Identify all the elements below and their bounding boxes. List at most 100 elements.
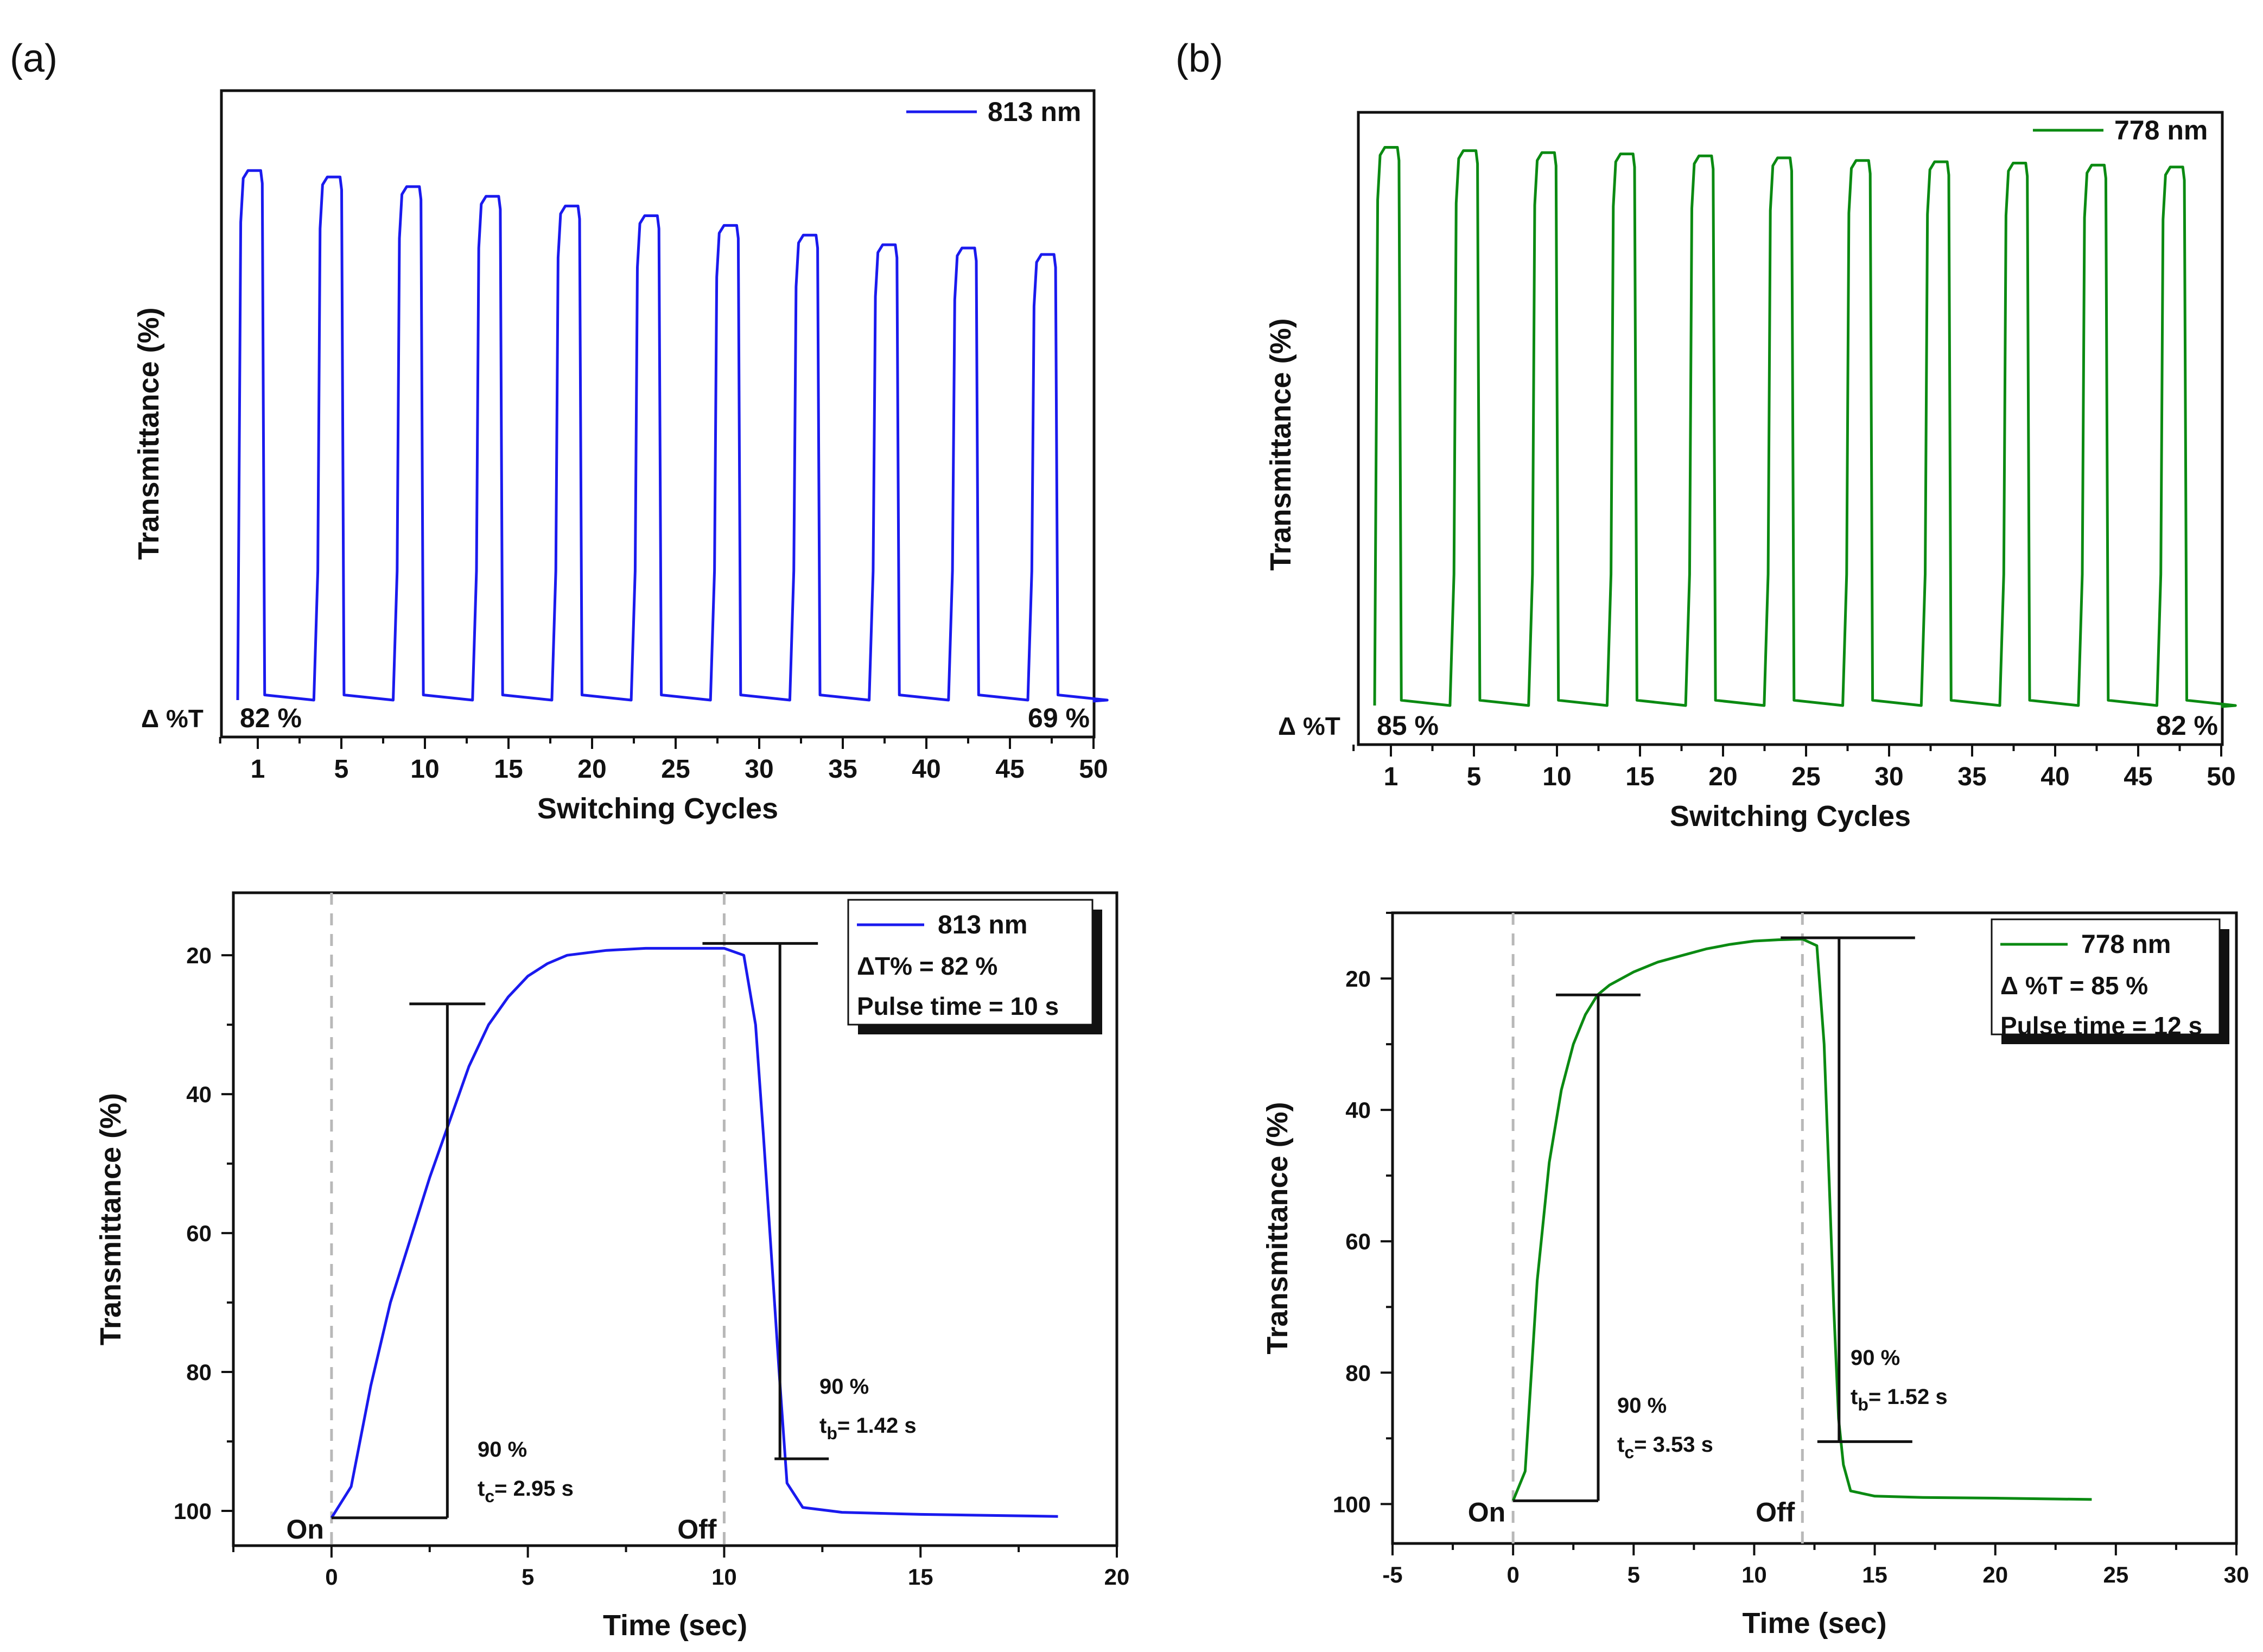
panel-0-response-xtick-label: 10 [711,1564,737,1590]
panel-1-response-tc-annotation-symbol: t [1617,1433,1624,1457]
panel-0-response-tc-annotation-subscript: c [485,1486,494,1506]
panel-a-label: (a) [10,37,58,80]
panel-1-cycling-xtick-label: 50 [2207,763,2235,791]
panel-1-cycling-end-value: 82 % [2156,710,2218,741]
panel-1-response-tc-percent: 90 % [1617,1394,1667,1418]
panel-0-cycling-xtick-label: 15 [494,755,523,784]
panel-1-response-tb-annotation-subscript: b [1858,1395,1868,1414]
panel-1-cycling-xtick-label: 25 [1791,763,1820,791]
panel-0-response-tb-annotation: tb= 1.42 s [819,1414,917,1443]
panel-0-response-ytick-label: 100 [174,1498,212,1524]
panel-1-cycling-xtick-label: 30 [1874,763,1903,791]
panel-0-response-ylabel: Transmittance (%) [94,1093,127,1345]
panel-0-response-tb-annotation-value: = 1.42 s [837,1414,917,1438]
panel-0-response-tb-annotation-symbol: t [819,1414,827,1438]
panel-1-response-tc-annotation: tc= 3.53 s [1617,1433,1713,1462]
panel-0-cycling-end-value: 69 % [1028,703,1090,733]
panel-1-response-ytick-label: 80 [1345,1360,1371,1386]
panel-0-cycling-delta-label: Δ %T [141,704,204,733]
panel-0-cycling-series-line [236,169,1109,703]
panel-1-cycling-xtick-label: 40 [2040,763,2069,791]
panel-1-cycling-frame [1357,111,2224,746]
panel-0-response-ytick-label: 80 [186,1359,212,1385]
panel-1-cycling-xtick-label: 1 [1384,763,1399,791]
panel-0-response-info-delta: ΔT% = 82 % [857,952,997,980]
panel-1-cycling-xtick-label: 10 [1542,763,1571,791]
panel-0-response-xtick-label: 20 [1104,1564,1130,1590]
panel-1-response-off-label: Off [1756,1497,1795,1527]
panel-0-response-tc-annotation: tc= 2.95 s [478,1477,574,1506]
panel-0-cycling-xtick-label: 25 [661,755,690,784]
panel-1-cycling-xtick-label: 20 [1708,763,1737,791]
panel-1-cycling-xtick-label: 15 [1625,763,1654,791]
panel-1-response-ylabel: Transmittance (%) [1261,1102,1294,1354]
panel-0-response-tc-annotation-value: = 2.95 s [494,1477,574,1501]
panel-0-cycling-xtick-label: 5 [334,755,349,784]
panel-0-cycling-xtick-label: 20 [577,755,606,784]
panel-1-response-tb-percent: 90 % [1851,1346,1900,1370]
panel-0-response-frame [232,891,1118,1547]
panel-1-response-tb-annotation-symbol: t [1851,1385,1858,1409]
panel-1-response-xtick-label: 5 [1628,1562,1640,1587]
panel-0-response-tc-annotation-symbol: t [478,1477,485,1501]
panel-1-response-xtick-label: 0 [1506,1562,1519,1587]
panel-1-response-tb-annotation: tb= 1.52 s [1851,1385,1948,1414]
panel-0-cycling-xtick-label: 45 [995,755,1024,784]
panel-1-response-info-delta: Δ %T = 85 % [2000,971,2148,1000]
panel-1-cycling-xtick-label: 5 [1467,763,1482,791]
panel-0-response-tb-annotation-subscript: b [827,1424,837,1443]
panel-1-response-ytick-label: 40 [1345,1097,1371,1123]
panel-1-response-ytick-label: 100 [1333,1491,1371,1517]
panel-0-response-info-box [847,899,1094,1026]
panel-0-cycling-ylabel: Transmittance (%) [132,307,165,560]
panel-0-cycling-xlabel: Switching Cycles [537,792,778,825]
panel-0-response-xtick-label: 0 [325,1564,338,1590]
panel-0-response-xtick-label: 5 [522,1564,534,1590]
panel-1-response-ytick-label: 60 [1345,1229,1371,1254]
panel-b-label: (b) [1175,37,1223,80]
panel-1-cycling-delta-label: Δ %T [1278,712,1340,740]
panel-0-cycling-xtick-label: 1 [251,755,265,784]
panel-0-response-info-pulse: Pulse time = 10 s [857,992,1059,1020]
panel-0-response-tc-percent: 90 % [478,1438,527,1462]
panel-1-response-xtick-label: 10 [1741,1562,1767,1587]
panel-0-cycling-start-value: 82 % [240,703,302,733]
panel-0-cycling-legend-label: 813 nm [988,97,1081,127]
panel-0-response-ytick-label: 40 [186,1082,212,1107]
panel-1-cycling-legend-label: 778 nm [2114,115,2208,145]
panel-1-cycling-xtick-label: 45 [2124,763,2152,791]
panel-1-response-series-line [1511,937,2092,1502]
panel-0-response-ytick-label: 60 [186,1221,212,1246]
panel-1-cycling-series-line [1373,146,2237,708]
panel-0-response-legend-label: 813 nm [938,911,1027,939]
panel-1-response-info-pulse: Pulse time = 12 s [2000,1012,2202,1040]
panel-1-cycling-xtick-label: 35 [1957,763,1986,791]
panel-1-response-xtick-label: 25 [2103,1562,2128,1587]
panel-0-response-plot: 0 5 10 15 20 20 40 60 80 100 Time (sec) Transmittan… [94,891,1130,1642]
panel-0-response-series-line [330,946,1058,1519]
panel-0-cycling-xtick-label: 50 [1079,755,1108,784]
panel-0-response-xtick-label: 15 [908,1564,933,1590]
panel-0-response-off-label: Off [677,1514,717,1545]
panel-1-cycling-ylabel: Transmittance (%) [1264,318,1297,570]
panel-0-cycling-xtick-label: 10 [410,755,439,784]
panel-1-response-xtick-label: -5 [1382,1562,1402,1587]
panel-0-response-xlabel: Time (sec) [603,1609,747,1642]
panel-1-response-tb-annotation-value: = 1.52 s [1868,1385,1948,1409]
panel-1-response-xtick-label: 15 [1862,1562,1887,1587]
panel-1-cycling-xlabel: Switching Cycles [1670,800,1911,833]
panel-1-cycling-start-value: 85 % [1377,710,1439,741]
panel-1-response-info-box [1991,918,2221,1035]
panel-0-response-tb-percent: 90 % [819,1375,869,1399]
panel-0-response-on-label: On [286,1514,323,1545]
panel-1-response-plot: -5 0 5 10 15 20 25 30 20 40 60 80 100 Time (sec) Trans… [1261,911,2249,1640]
panel-0-cycling-frame [220,89,1096,739]
panel-1-response-xlabel: Time (sec) [1742,1607,1886,1640]
panel-0-cycling-xtick-label: 35 [828,755,857,784]
panel-0-cycling-xtick-label: 30 [745,755,773,784]
panel-1-response-xtick-label: 20 [1982,1562,2008,1587]
panel-1-response-legend-label: 778 nm [2081,930,2171,959]
